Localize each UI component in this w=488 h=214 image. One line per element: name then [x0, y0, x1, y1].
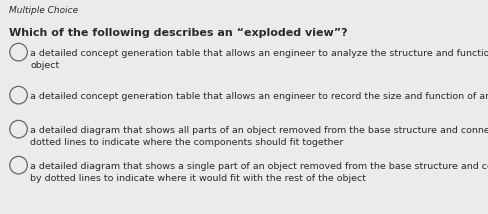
Text: a detailed diagram that shows a single part of an object removed from the base s: a detailed diagram that shows a single p… [30, 162, 488, 183]
Text: a detailed diagram that shows all parts of an object removed from the base struc: a detailed diagram that shows all parts … [30, 126, 488, 147]
Text: a detailed concept generation table that allows an engineer to record the size a: a detailed concept generation table that… [30, 92, 488, 101]
Text: Multiple Choice: Multiple Choice [9, 6, 78, 15]
Text: Which of the following describes an “exploded view”?: Which of the following describes an “exp… [9, 28, 347, 38]
Text: a detailed concept generation table that allows an engineer to analyze the struc: a detailed concept generation table that… [30, 49, 488, 70]
